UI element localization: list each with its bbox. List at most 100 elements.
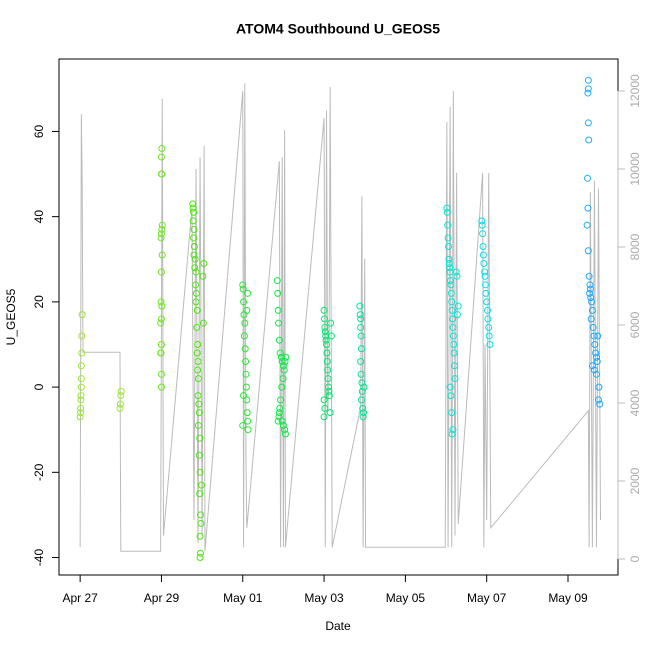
point [244, 289, 252, 297]
point [592, 353, 600, 361]
point [359, 404, 367, 412]
point [443, 208, 451, 216]
point [446, 268, 454, 276]
point [358, 387, 366, 395]
y2-tick-label: 4000 [628, 389, 642, 416]
point [116, 400, 124, 408]
point [239, 285, 247, 293]
altitude-line [79, 83, 602, 552]
point [481, 272, 489, 280]
chart-title: ATOM4 Southbound U_GEOS5 [236, 21, 440, 37]
point [158, 144, 166, 152]
point [448, 298, 456, 306]
point [239, 281, 247, 289]
point [190, 234, 198, 242]
point [445, 255, 453, 263]
y-tick-label: 40 [32, 210, 46, 224]
point [190, 251, 198, 259]
point [77, 362, 85, 370]
y2-tick-label: 0 [628, 555, 642, 562]
point [357, 358, 365, 366]
point [444, 234, 452, 242]
point [327, 332, 335, 340]
point [450, 349, 458, 357]
point [584, 247, 592, 255]
point [445, 260, 453, 268]
point [325, 383, 333, 391]
point [281, 426, 289, 434]
point [451, 362, 459, 370]
point [276, 404, 284, 412]
point [243, 306, 251, 314]
point [194, 392, 202, 400]
y-tick-label: 0 [32, 383, 46, 390]
point [194, 340, 202, 348]
point [485, 323, 493, 331]
x-tick-label: May 07 [467, 591, 507, 605]
point [158, 302, 166, 310]
point [448, 430, 456, 438]
x-tick-label: Apr 29 [144, 591, 180, 605]
point [446, 383, 454, 391]
point [279, 362, 287, 370]
point [78, 349, 86, 357]
point [584, 119, 592, 127]
point [275, 336, 283, 344]
point [275, 409, 283, 417]
point [282, 353, 290, 361]
point [278, 417, 286, 425]
point [240, 392, 248, 400]
point [583, 221, 591, 229]
point [158, 251, 166, 259]
point [244, 426, 252, 434]
point [78, 311, 86, 319]
point [277, 396, 285, 404]
point [446, 264, 454, 272]
point [453, 272, 461, 280]
point [240, 332, 248, 340]
point [321, 328, 329, 336]
point [196, 554, 204, 562]
point [196, 532, 204, 540]
point [189, 200, 197, 208]
point [279, 375, 287, 383]
point [157, 319, 165, 327]
point [483, 298, 491, 306]
point [586, 289, 594, 297]
point [321, 404, 329, 412]
point [454, 302, 462, 310]
point [589, 323, 597, 331]
point [443, 204, 451, 212]
point [192, 298, 200, 306]
point [584, 204, 592, 212]
point [195, 400, 203, 408]
point [239, 421, 247, 429]
point [192, 268, 200, 276]
point [199, 272, 207, 280]
point [273, 277, 281, 285]
point [274, 417, 282, 425]
point [444, 221, 452, 229]
point [278, 358, 286, 366]
x-tick-label: May 05 [386, 591, 426, 605]
point [326, 409, 334, 417]
point [78, 332, 86, 340]
y-tick-label: 20 [32, 295, 46, 309]
point [242, 383, 250, 391]
point [157, 383, 165, 391]
point [157, 315, 165, 323]
point [157, 153, 165, 161]
point [196, 468, 204, 476]
point [320, 413, 328, 421]
point [593, 358, 601, 366]
point [195, 451, 203, 459]
y2-tick-label: 6000 [628, 311, 642, 338]
point [158, 221, 166, 229]
point [157, 230, 165, 238]
point [452, 268, 460, 276]
point [77, 396, 85, 404]
point [324, 366, 332, 374]
point [479, 230, 487, 238]
point [444, 242, 452, 250]
point [450, 340, 458, 348]
